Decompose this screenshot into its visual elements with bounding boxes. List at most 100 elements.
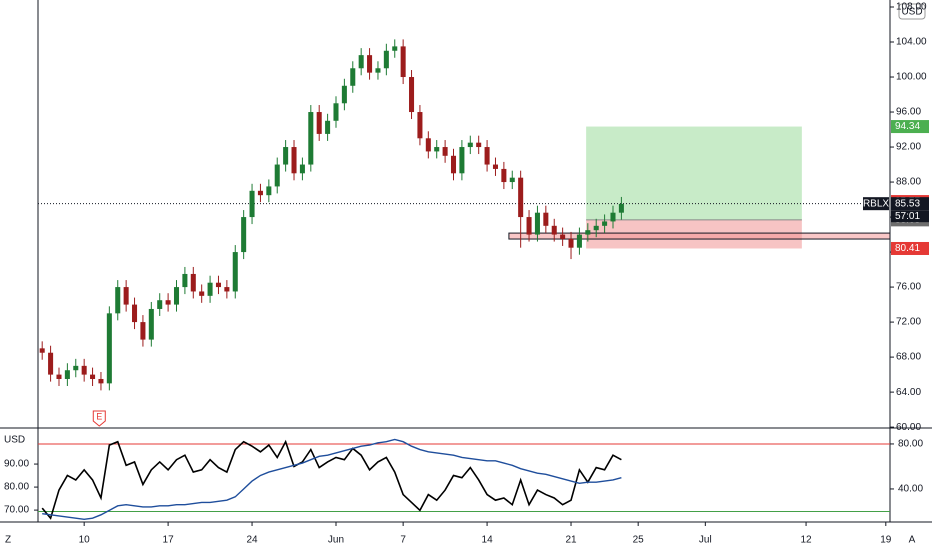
y2-tick-label: 90.00 bbox=[4, 459, 29, 470]
candle-body bbox=[585, 230, 591, 235]
series-line bbox=[42, 438, 622, 521]
candle-body bbox=[283, 147, 289, 165]
candle-body bbox=[501, 168, 507, 183]
earnings-marker bbox=[92, 410, 106, 427]
y2-tick-label: 70.00 bbox=[4, 505, 29, 516]
candle-body bbox=[48, 352, 54, 375]
candle-body bbox=[602, 221, 608, 226]
candle-body bbox=[350, 68, 356, 86]
rsi-currency-label: USD bbox=[4, 435, 25, 446]
y-tick-label: 76.00 bbox=[896, 282, 921, 293]
symbol-box bbox=[863, 197, 889, 211]
candle-body bbox=[106, 313, 112, 384]
candle-body bbox=[593, 225, 599, 231]
candle-body bbox=[207, 282, 213, 296]
candle-body bbox=[64, 370, 70, 379]
candle-body bbox=[199, 291, 205, 296]
symbol-label: RBLX bbox=[863, 198, 889, 209]
support-zone bbox=[508, 232, 891, 240]
target-label-box bbox=[891, 120, 929, 134]
earnings-label: E bbox=[96, 411, 102, 421]
candle-body bbox=[375, 68, 381, 73]
candle-body bbox=[249, 190, 255, 218]
candle-body bbox=[90, 374, 96, 379]
candle-body bbox=[383, 50, 389, 69]
candle-body bbox=[459, 147, 465, 174]
x-tick-label: Jun bbox=[328, 535, 344, 546]
y-tick-label: 108.00 bbox=[896, 2, 927, 13]
y-tick-label: 88.00 bbox=[896, 177, 921, 188]
currency-label: USD bbox=[901, 7, 922, 18]
y-tick-label: 68.00 bbox=[896, 352, 921, 363]
candle-body bbox=[333, 103, 339, 121]
x-tick-label: 7 bbox=[400, 535, 406, 546]
y-tick-label: 80.00 bbox=[898, 439, 923, 450]
candle-body bbox=[409, 77, 415, 113]
candle-body bbox=[266, 186, 272, 196]
y-tick-label: 100.00 bbox=[896, 72, 927, 83]
x-tick-label: 19 bbox=[880, 535, 892, 546]
candle-body bbox=[157, 300, 163, 309]
x-tick-label: 25 bbox=[633, 535, 645, 546]
candle-body bbox=[551, 225, 557, 235]
target-label: 94.34 bbox=[895, 121, 920, 132]
candle-body bbox=[534, 212, 540, 235]
x-tick-label: 10 bbox=[79, 535, 91, 546]
candle-body bbox=[132, 304, 138, 323]
candle-body bbox=[610, 212, 616, 222]
y-tick-label: 72.00 bbox=[896, 317, 921, 328]
candle-body bbox=[308, 112, 314, 165]
candle-body bbox=[417, 112, 423, 139]
candle-body bbox=[190, 273, 196, 292]
candle-body bbox=[434, 147, 440, 152]
zoom-button[interactable]: Z bbox=[5, 535, 11, 546]
x-tick-label: 17 bbox=[163, 535, 175, 546]
candle-body bbox=[173, 287, 180, 305]
candle-body bbox=[618, 203, 624, 213]
y-tick-label: 96.00 bbox=[896, 107, 921, 118]
candle-body bbox=[148, 308, 154, 340]
candle-body bbox=[358, 55, 364, 69]
candle-body bbox=[39, 348, 45, 353]
currency-badge[interactable] bbox=[898, 3, 926, 20]
y-tick-label: 92.00 bbox=[896, 142, 921, 153]
stop-label-box bbox=[891, 241, 929, 255]
y2-tick-label: 80.00 bbox=[4, 482, 29, 493]
y-tick-label: 104.00 bbox=[896, 37, 927, 48]
candle-body bbox=[123, 287, 129, 305]
candle-body bbox=[518, 177, 524, 218]
candle-body bbox=[291, 147, 297, 174]
candle-body bbox=[115, 287, 121, 314]
countdown: 57:01 bbox=[895, 211, 920, 222]
candle-body bbox=[81, 365, 87, 375]
profit-zone bbox=[586, 126, 802, 220]
x-tick-label: 24 bbox=[246, 535, 258, 546]
candle-body bbox=[509, 177, 515, 183]
candle-body bbox=[215, 282, 221, 288]
candle-body bbox=[425, 138, 431, 152]
candle-body bbox=[257, 190, 263, 196]
candle-body bbox=[274, 164, 280, 187]
candle-body bbox=[316, 112, 322, 134]
candle-body bbox=[73, 365, 79, 371]
stop-label: 80.41 bbox=[895, 243, 920, 254]
y-tick-label: 60.00 bbox=[896, 422, 921, 433]
candle-body bbox=[98, 378, 104, 384]
candle-body bbox=[526, 217, 532, 235]
x-tick-label: 12 bbox=[800, 535, 812, 546]
candle-body bbox=[400, 46, 406, 78]
candle-body bbox=[140, 322, 146, 340]
countdown-box bbox=[891, 210, 929, 223]
last-price-label: 85.53 bbox=[895, 198, 920, 209]
candle-body bbox=[560, 234, 566, 239]
candle-body bbox=[492, 164, 498, 169]
candle-body bbox=[476, 142, 482, 148]
candle-body bbox=[442, 147, 448, 156]
x-tick-label: 14 bbox=[482, 535, 494, 546]
x-tick-label: 21 bbox=[565, 535, 577, 546]
last-price-label-box bbox=[891, 197, 929, 211]
auto-scale-button[interactable]: A bbox=[909, 535, 916, 546]
candle-body bbox=[232, 252, 238, 292]
y-tick-label: 40.00 bbox=[898, 484, 923, 495]
